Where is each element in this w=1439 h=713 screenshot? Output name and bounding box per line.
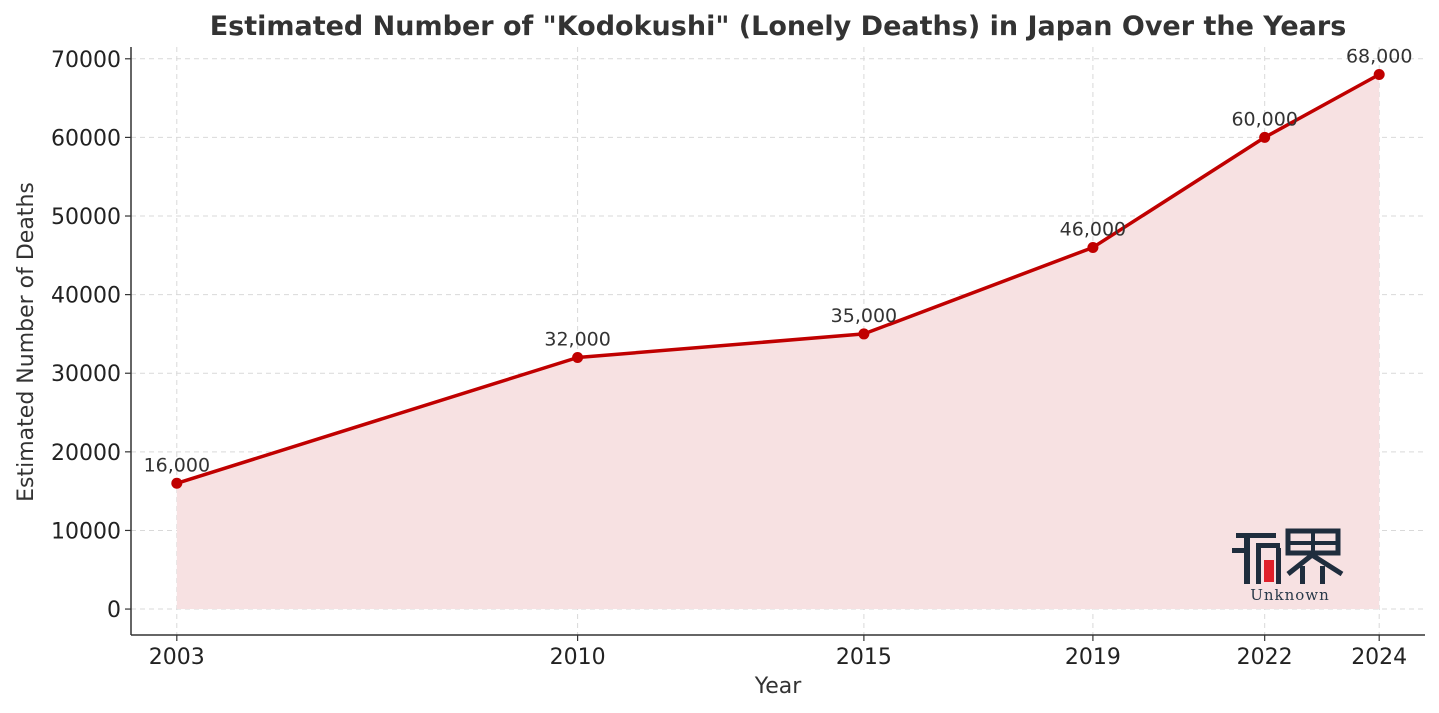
y-tick-label: 30000 <box>51 362 121 387</box>
y-tick-label: 10000 <box>51 519 121 544</box>
data-points <box>171 69 1385 489</box>
watermark-text: Unknown <box>1250 586 1330 604</box>
data-point <box>1373 69 1385 81</box>
x-axis-label: Year <box>754 674 803 699</box>
data-point <box>171 477 183 489</box>
x-tick-label: 2015 <box>836 645 892 670</box>
y-tick-labels: 0 10000 20000 30000 40000 50000 60000 70000 <box>51 48 121 623</box>
y-tick-label: 20000 <box>51 441 121 466</box>
data-label: 32,000 <box>544 329 610 351</box>
y-axis-label: Estimated Number of Deaths <box>14 182 39 502</box>
data-point <box>858 328 870 340</box>
data-label: 16,000 <box>144 454 210 476</box>
data-point <box>1087 241 1099 253</box>
chart-title: Estimated Number of "Kodokushi" (Lonely … <box>210 11 1347 42</box>
y-tick-label: 40000 <box>51 284 121 309</box>
data-point <box>572 352 584 364</box>
x-tick-labels: 2003 2010 2015 2019 2022 2024 <box>149 645 1407 670</box>
series-line <box>176 72 1381 485</box>
data-label: 68,000 <box>1346 46 1412 68</box>
x-tick-label: 2003 <box>149 645 205 670</box>
data-point <box>1259 131 1271 143</box>
data-label: 60,000 <box>1231 108 1297 130</box>
y-tick-label: 70000 <box>51 48 121 73</box>
x-tick-label: 2024 <box>1351 645 1407 670</box>
logo-glyph-icon <box>1232 528 1344 584</box>
x-tick-label: 2019 <box>1065 645 1121 670</box>
data-labels: 16,000 32,000 35,000 46,000 60,000 68,000 <box>144 46 1413 477</box>
watermark: Unknown <box>1232 528 1344 604</box>
y-tick-label: 50000 <box>51 205 121 230</box>
y-tick-label: 60000 <box>51 126 121 151</box>
data-label: 46,000 <box>1060 218 1126 240</box>
data-label: 35,000 <box>831 305 897 327</box>
x-tick-label: 2010 <box>550 645 606 670</box>
x-tick-label: 2022 <box>1237 645 1293 670</box>
axes <box>125 47 1425 641</box>
y-tick-label: 0 <box>107 598 121 623</box>
